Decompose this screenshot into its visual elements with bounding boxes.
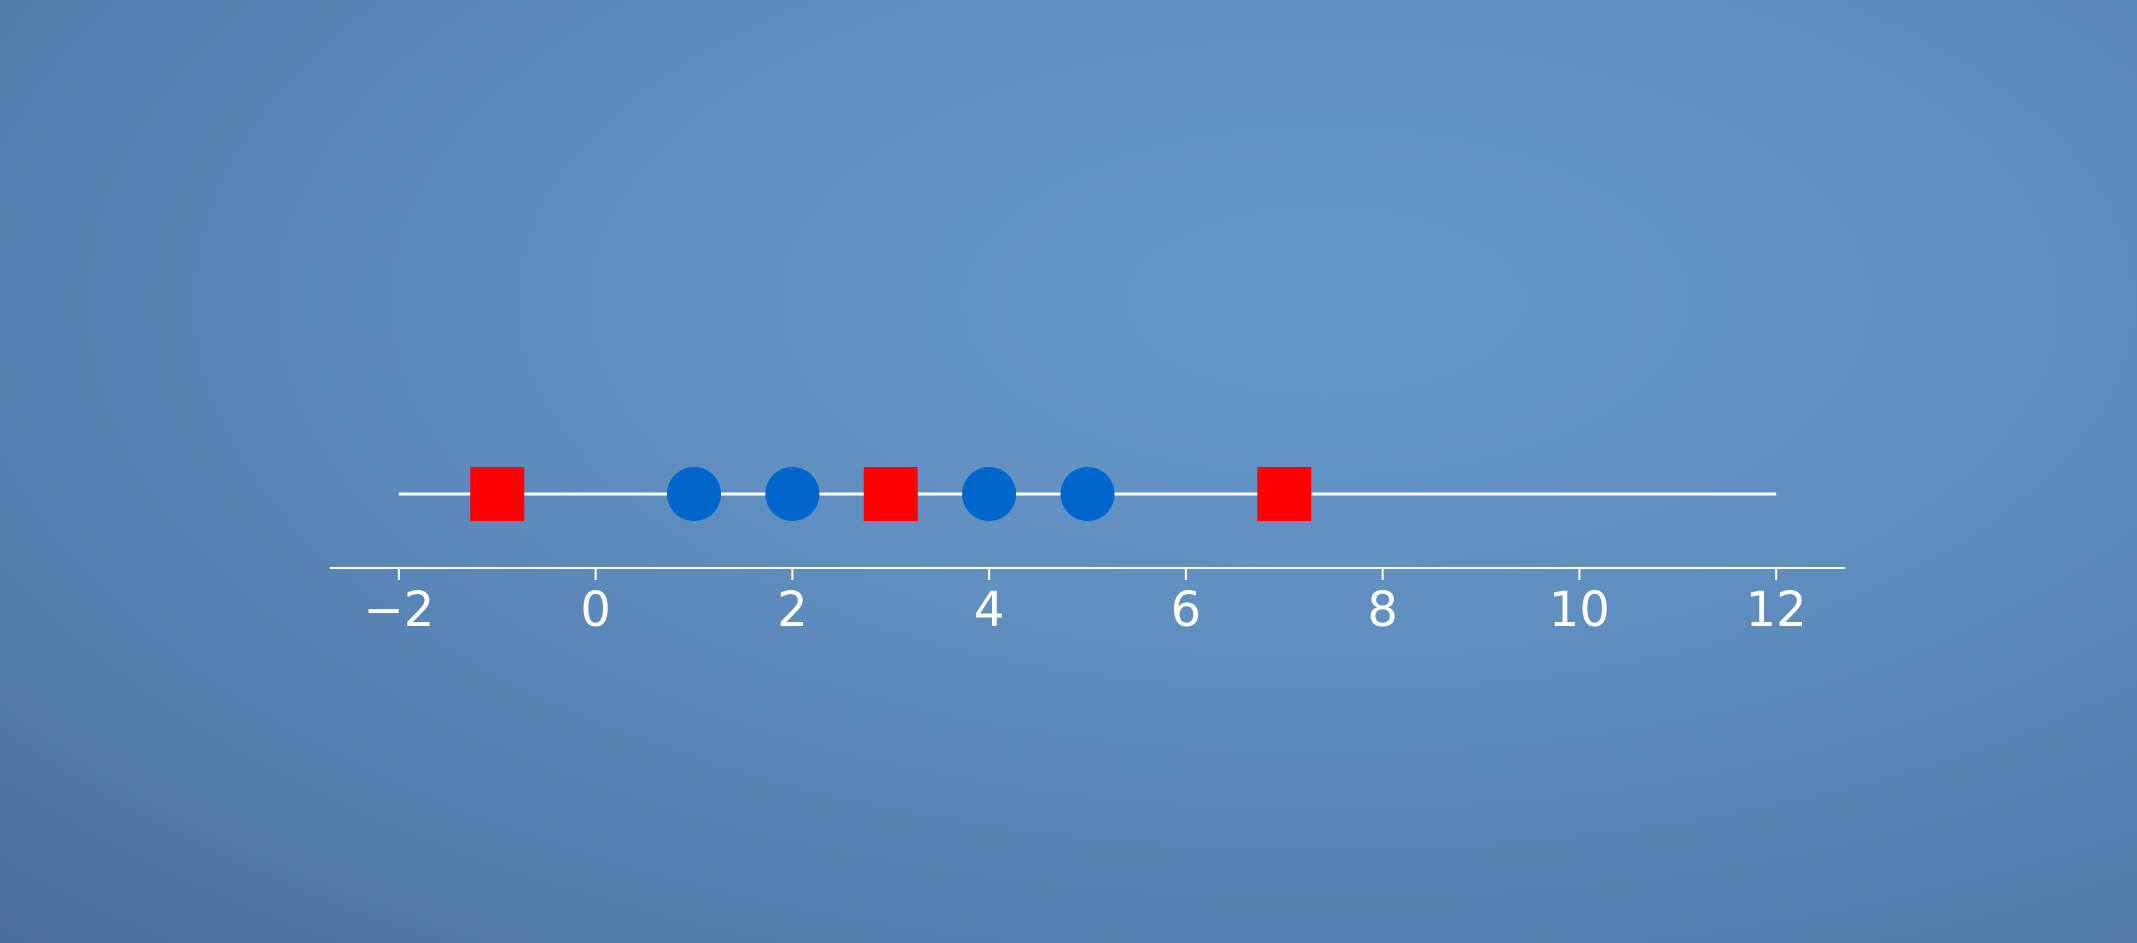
circle-point <box>666 467 721 521</box>
x-tick-label: 2 <box>777 582 808 638</box>
x-tick-label: 12 <box>1746 582 1807 638</box>
x-tick-label: 0 <box>580 582 611 638</box>
circle-point <box>962 467 1017 521</box>
x-tick-label: 6 <box>1171 582 1202 638</box>
circle-point <box>765 467 820 521</box>
x-tick-label: 10 <box>1549 582 1610 638</box>
x-tick-label: 8 <box>1367 582 1398 638</box>
data-markers <box>470 467 1312 521</box>
square-point <box>863 467 918 521</box>
x-tick-labels: −2 0 2 4 6 8 10 12 <box>363 582 1806 638</box>
x-tick-label: −2 <box>363 582 434 638</box>
x-tick-label: 4 <box>974 582 1005 638</box>
x-ticks <box>397 568 1778 580</box>
square-point <box>470 467 525 521</box>
circle-point <box>1060 467 1115 521</box>
square-point <box>1257 467 1312 521</box>
